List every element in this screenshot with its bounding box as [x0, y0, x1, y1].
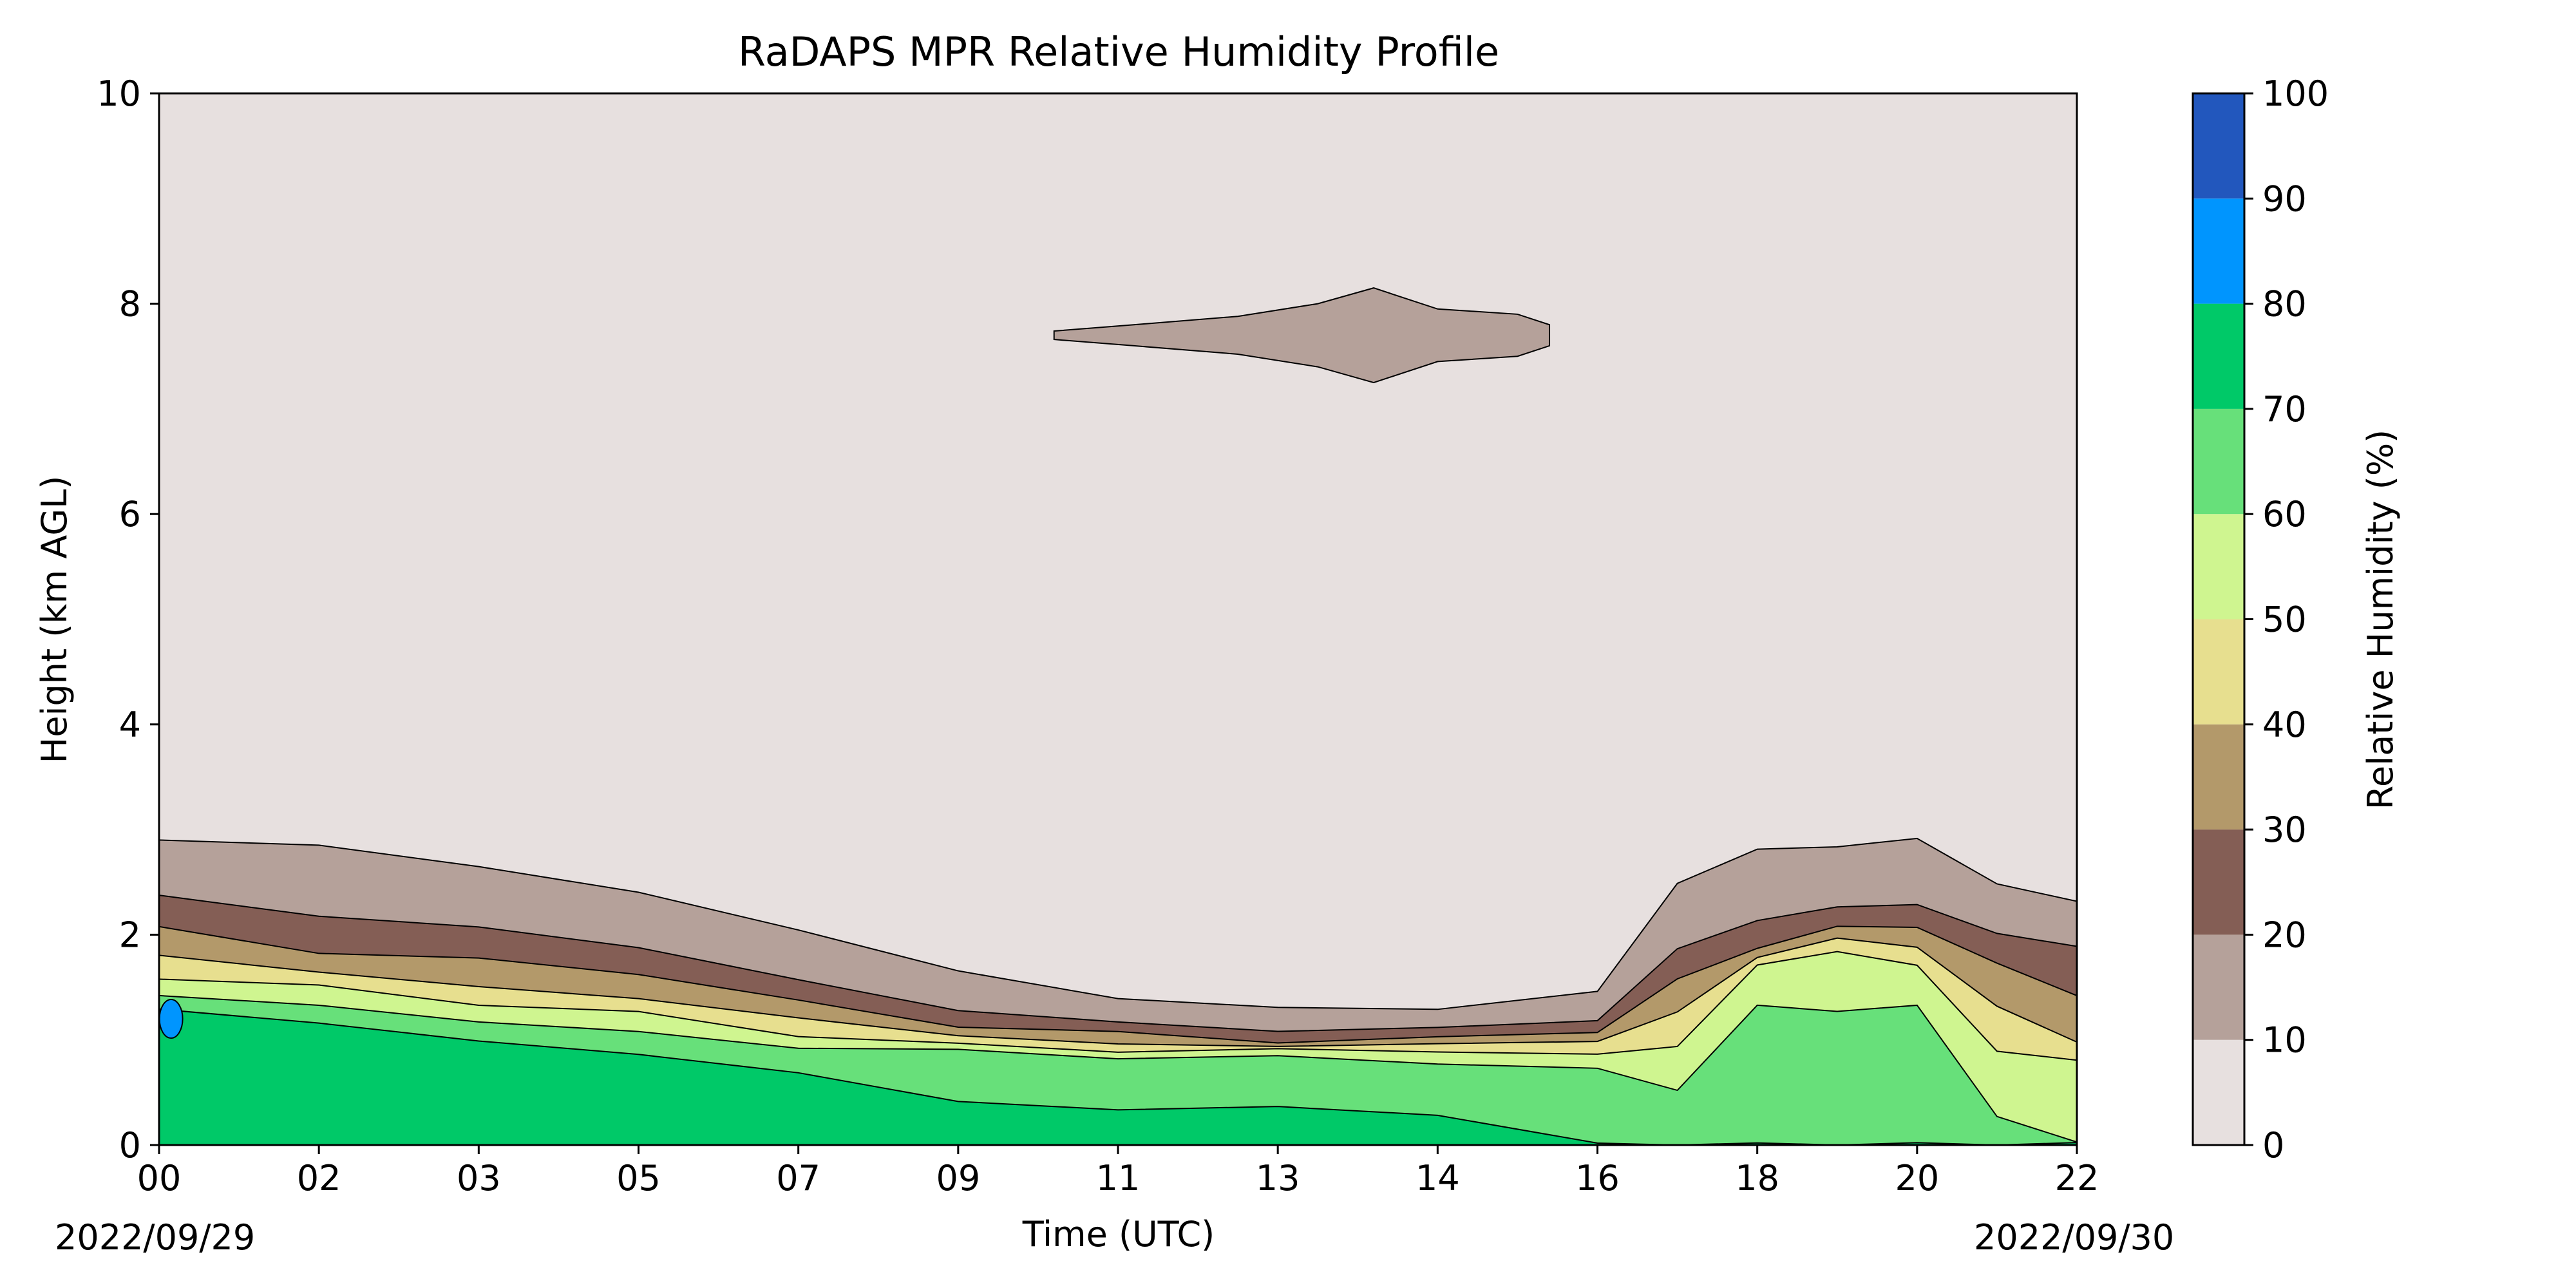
- colorbar-swatch-70-80: [2193, 303, 2244, 409]
- x-tick-label-14: 14: [1416, 1158, 1460, 1198]
- colorbar-tick-label-30: 30: [2262, 810, 2307, 850]
- start-date-label: 2022/09/29: [55, 1217, 255, 1258]
- colorbar-swatch-40-50: [2193, 619, 2244, 724]
- x-tick-label-05: 05: [616, 1158, 661, 1198]
- colorbar-swatch-30-40: [2193, 724, 2244, 830]
- y-tick-label-6: 6: [119, 494, 141, 535]
- x-tick-label-07: 07: [776, 1158, 820, 1198]
- x-tick-label-03: 03: [457, 1158, 501, 1198]
- colorbar: 0 10 20 30 40 50 60 70 80 90 100: [2192, 73, 2329, 1166]
- upper-level-feature: [1053, 287, 1551, 384]
- colorbar-tick-label-40: 40: [2262, 705, 2307, 745]
- colorbar-tick-label-70: 70: [2262, 389, 2307, 430]
- colorbar-swatch-0-10: [2193, 1039, 2244, 1145]
- colorbar-tick-label-50: 50: [2262, 600, 2307, 640]
- colorbar-tick-label-60: 60: [2262, 494, 2307, 535]
- x-tick-label-11: 11: [1096, 1158, 1141, 1198]
- y-axis: 0 2 4 6 8 10: [97, 73, 159, 1166]
- y-tick-label-8: 8: [119, 284, 141, 325]
- x-tick-label-00: 00: [137, 1158, 182, 1198]
- colorbar-swatch-20-30: [2193, 829, 2244, 935]
- x-tick-label-09: 09: [936, 1158, 980, 1198]
- colorbar-swatch-60-70: [2193, 408, 2244, 515]
- plot-area: [158, 92, 2078, 1146]
- y-tick-label-2: 2: [119, 914, 141, 955]
- colorbar-swatch-80-90: [2193, 198, 2244, 304]
- x-axis-label: Time (UTC): [1022, 1214, 1215, 1255]
- colorbar-tick-label-0: 0: [2262, 1125, 2284, 1166]
- x-axis: 00 02 03 05 07 09 11 13 14 16 18 20 22: [137, 1145, 2099, 1198]
- colorbar-swatch-50-60: [2193, 514, 2244, 620]
- colorbar-tick-label-80: 80: [2262, 284, 2307, 325]
- x-tick-label-18: 18: [1735, 1158, 1779, 1198]
- colorbar-tick-label-90: 90: [2262, 178, 2307, 219]
- colorbar-swatch-10-20: [2193, 934, 2244, 1040]
- chart-title: RaDAPS MPR Relative Humidity Profile: [738, 28, 1499, 75]
- end-date-label: 2022/09/30: [1974, 1217, 2174, 1258]
- y-tick-label-10: 10: [97, 73, 141, 114]
- colorbar-swatch-90-100: [2193, 93, 2244, 199]
- y-tick-label-4: 4: [119, 705, 141, 745]
- x-tick-label-16: 16: [1575, 1158, 1620, 1198]
- x-tick-label-22: 22: [2055, 1158, 2099, 1198]
- colorbar-label: Relative Humidity (%): [2360, 430, 2401, 810]
- colorbar-tick-label-100: 100: [2262, 73, 2329, 114]
- y-axis-label: Height (km AGL): [34, 476, 75, 764]
- x-tick-label-13: 13: [1256, 1158, 1300, 1198]
- contour-pocket-80-90: [158, 999, 184, 1039]
- y-tick-label-0: 0: [119, 1125, 141, 1166]
- x-tick-label-20: 20: [1895, 1158, 1939, 1198]
- x-tick-label-02: 02: [297, 1158, 341, 1198]
- colorbar-tick-label-20: 20: [2262, 914, 2307, 955]
- colorbar-tick-label-10: 10: [2262, 1020, 2307, 1061]
